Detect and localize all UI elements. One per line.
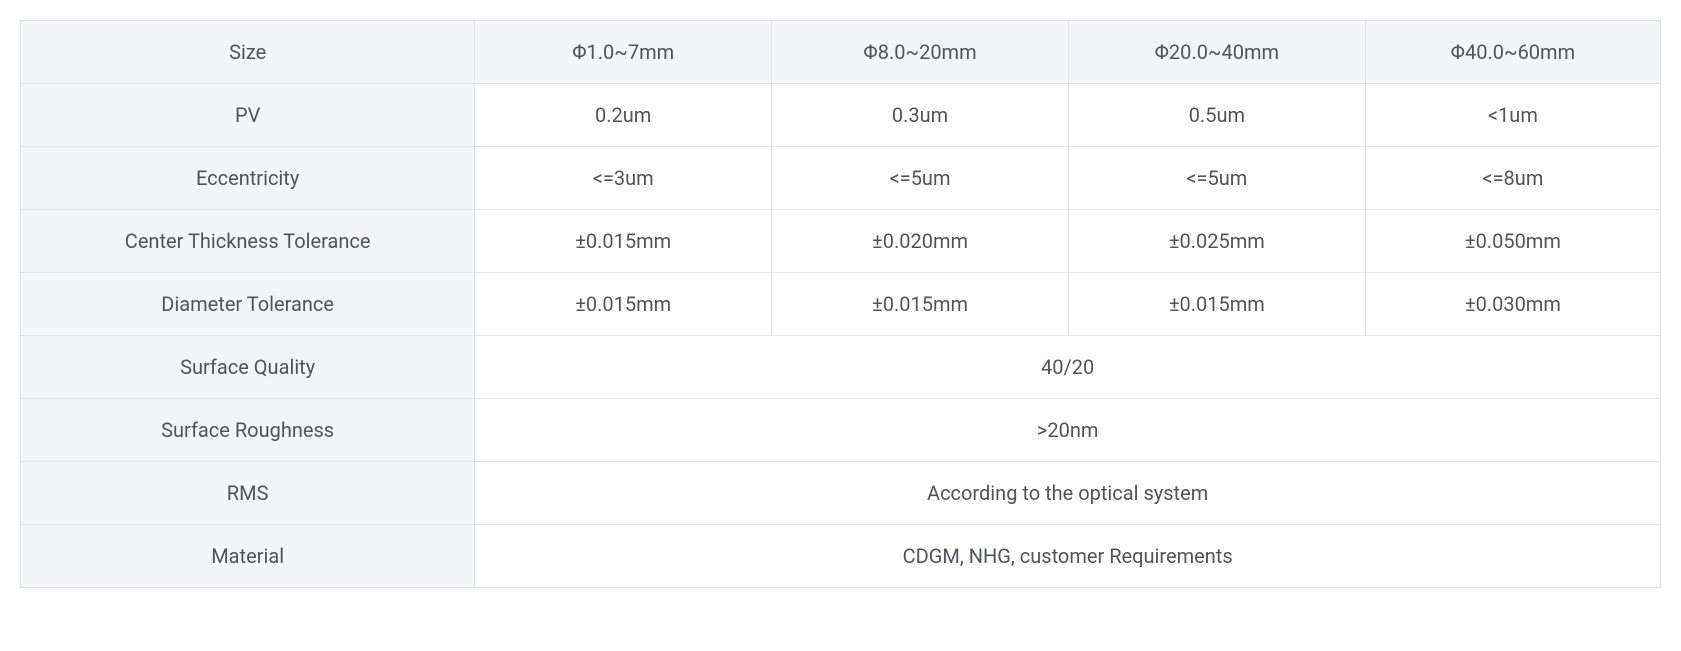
table-row: RMS According to the optical system — [21, 462, 1661, 525]
cell: ±0.015mm — [1068, 273, 1365, 336]
row-label-surface-roughness: Surface Roughness — [21, 399, 475, 462]
header-row: Size Φ1.0~7mm Φ8.0~20mm Φ20.0~40mm Φ40.0… — [21, 21, 1661, 84]
row-label-eccentricity: Eccentricity — [21, 147, 475, 210]
header-cell-range4: Φ40.0~60mm — [1365, 21, 1660, 84]
cell-spanned: >20nm — [475, 399, 1661, 462]
cell: ±0.015mm — [772, 273, 1069, 336]
cell: <=3um — [475, 147, 772, 210]
table-row: Material CDGM, NHG, customer Requirement… — [21, 525, 1661, 588]
table-row: PV 0.2um 0.3um 0.5um <1um — [21, 84, 1661, 147]
cell-spanned: 40/20 — [475, 336, 1661, 399]
cell: ±0.015mm — [475, 273, 772, 336]
row-label-surface-quality: Surface Quality — [21, 336, 475, 399]
cell: <=8um — [1365, 147, 1660, 210]
cell: ±0.050mm — [1365, 210, 1660, 273]
cell-spanned: According to the optical system — [475, 462, 1661, 525]
cell: <1um — [1365, 84, 1660, 147]
cell: <=5um — [772, 147, 1069, 210]
cell: ±0.015mm — [475, 210, 772, 273]
cell: ±0.025mm — [1068, 210, 1365, 273]
cell: 0.5um — [1068, 84, 1365, 147]
header-cell-range3: Φ20.0~40mm — [1068, 21, 1365, 84]
table-row: Diameter Tolerance ±0.015mm ±0.015mm ±0.… — [21, 273, 1661, 336]
cell: ±0.020mm — [772, 210, 1069, 273]
cell: 0.3um — [772, 84, 1069, 147]
header-cell-range1: Φ1.0~7mm — [475, 21, 772, 84]
table-row: Surface Roughness >20nm — [21, 399, 1661, 462]
cell-spanned: CDGM, NHG, customer Requirements — [475, 525, 1661, 588]
row-label-material: Material — [21, 525, 475, 588]
table-row: Surface Quality 40/20 — [21, 336, 1661, 399]
row-label-diameter-tolerance: Diameter Tolerance — [21, 273, 475, 336]
cell: <=5um — [1068, 147, 1365, 210]
cell: 0.2um — [475, 84, 772, 147]
row-label-pv: PV — [21, 84, 475, 147]
header-cell-range2: Φ8.0~20mm — [772, 21, 1069, 84]
table-row: Center Thickness Tolerance ±0.015mm ±0.0… — [21, 210, 1661, 273]
cell: ±0.030mm — [1365, 273, 1660, 336]
row-label-center-thickness: Center Thickness Tolerance — [21, 210, 475, 273]
header-cell-size: Size — [21, 21, 475, 84]
row-label-rms: RMS — [21, 462, 475, 525]
spec-table: Size Φ1.0~7mm Φ8.0~20mm Φ20.0~40mm Φ40.0… — [20, 20, 1661, 588]
table-row: Eccentricity <=3um <=5um <=5um <=8um — [21, 147, 1661, 210]
